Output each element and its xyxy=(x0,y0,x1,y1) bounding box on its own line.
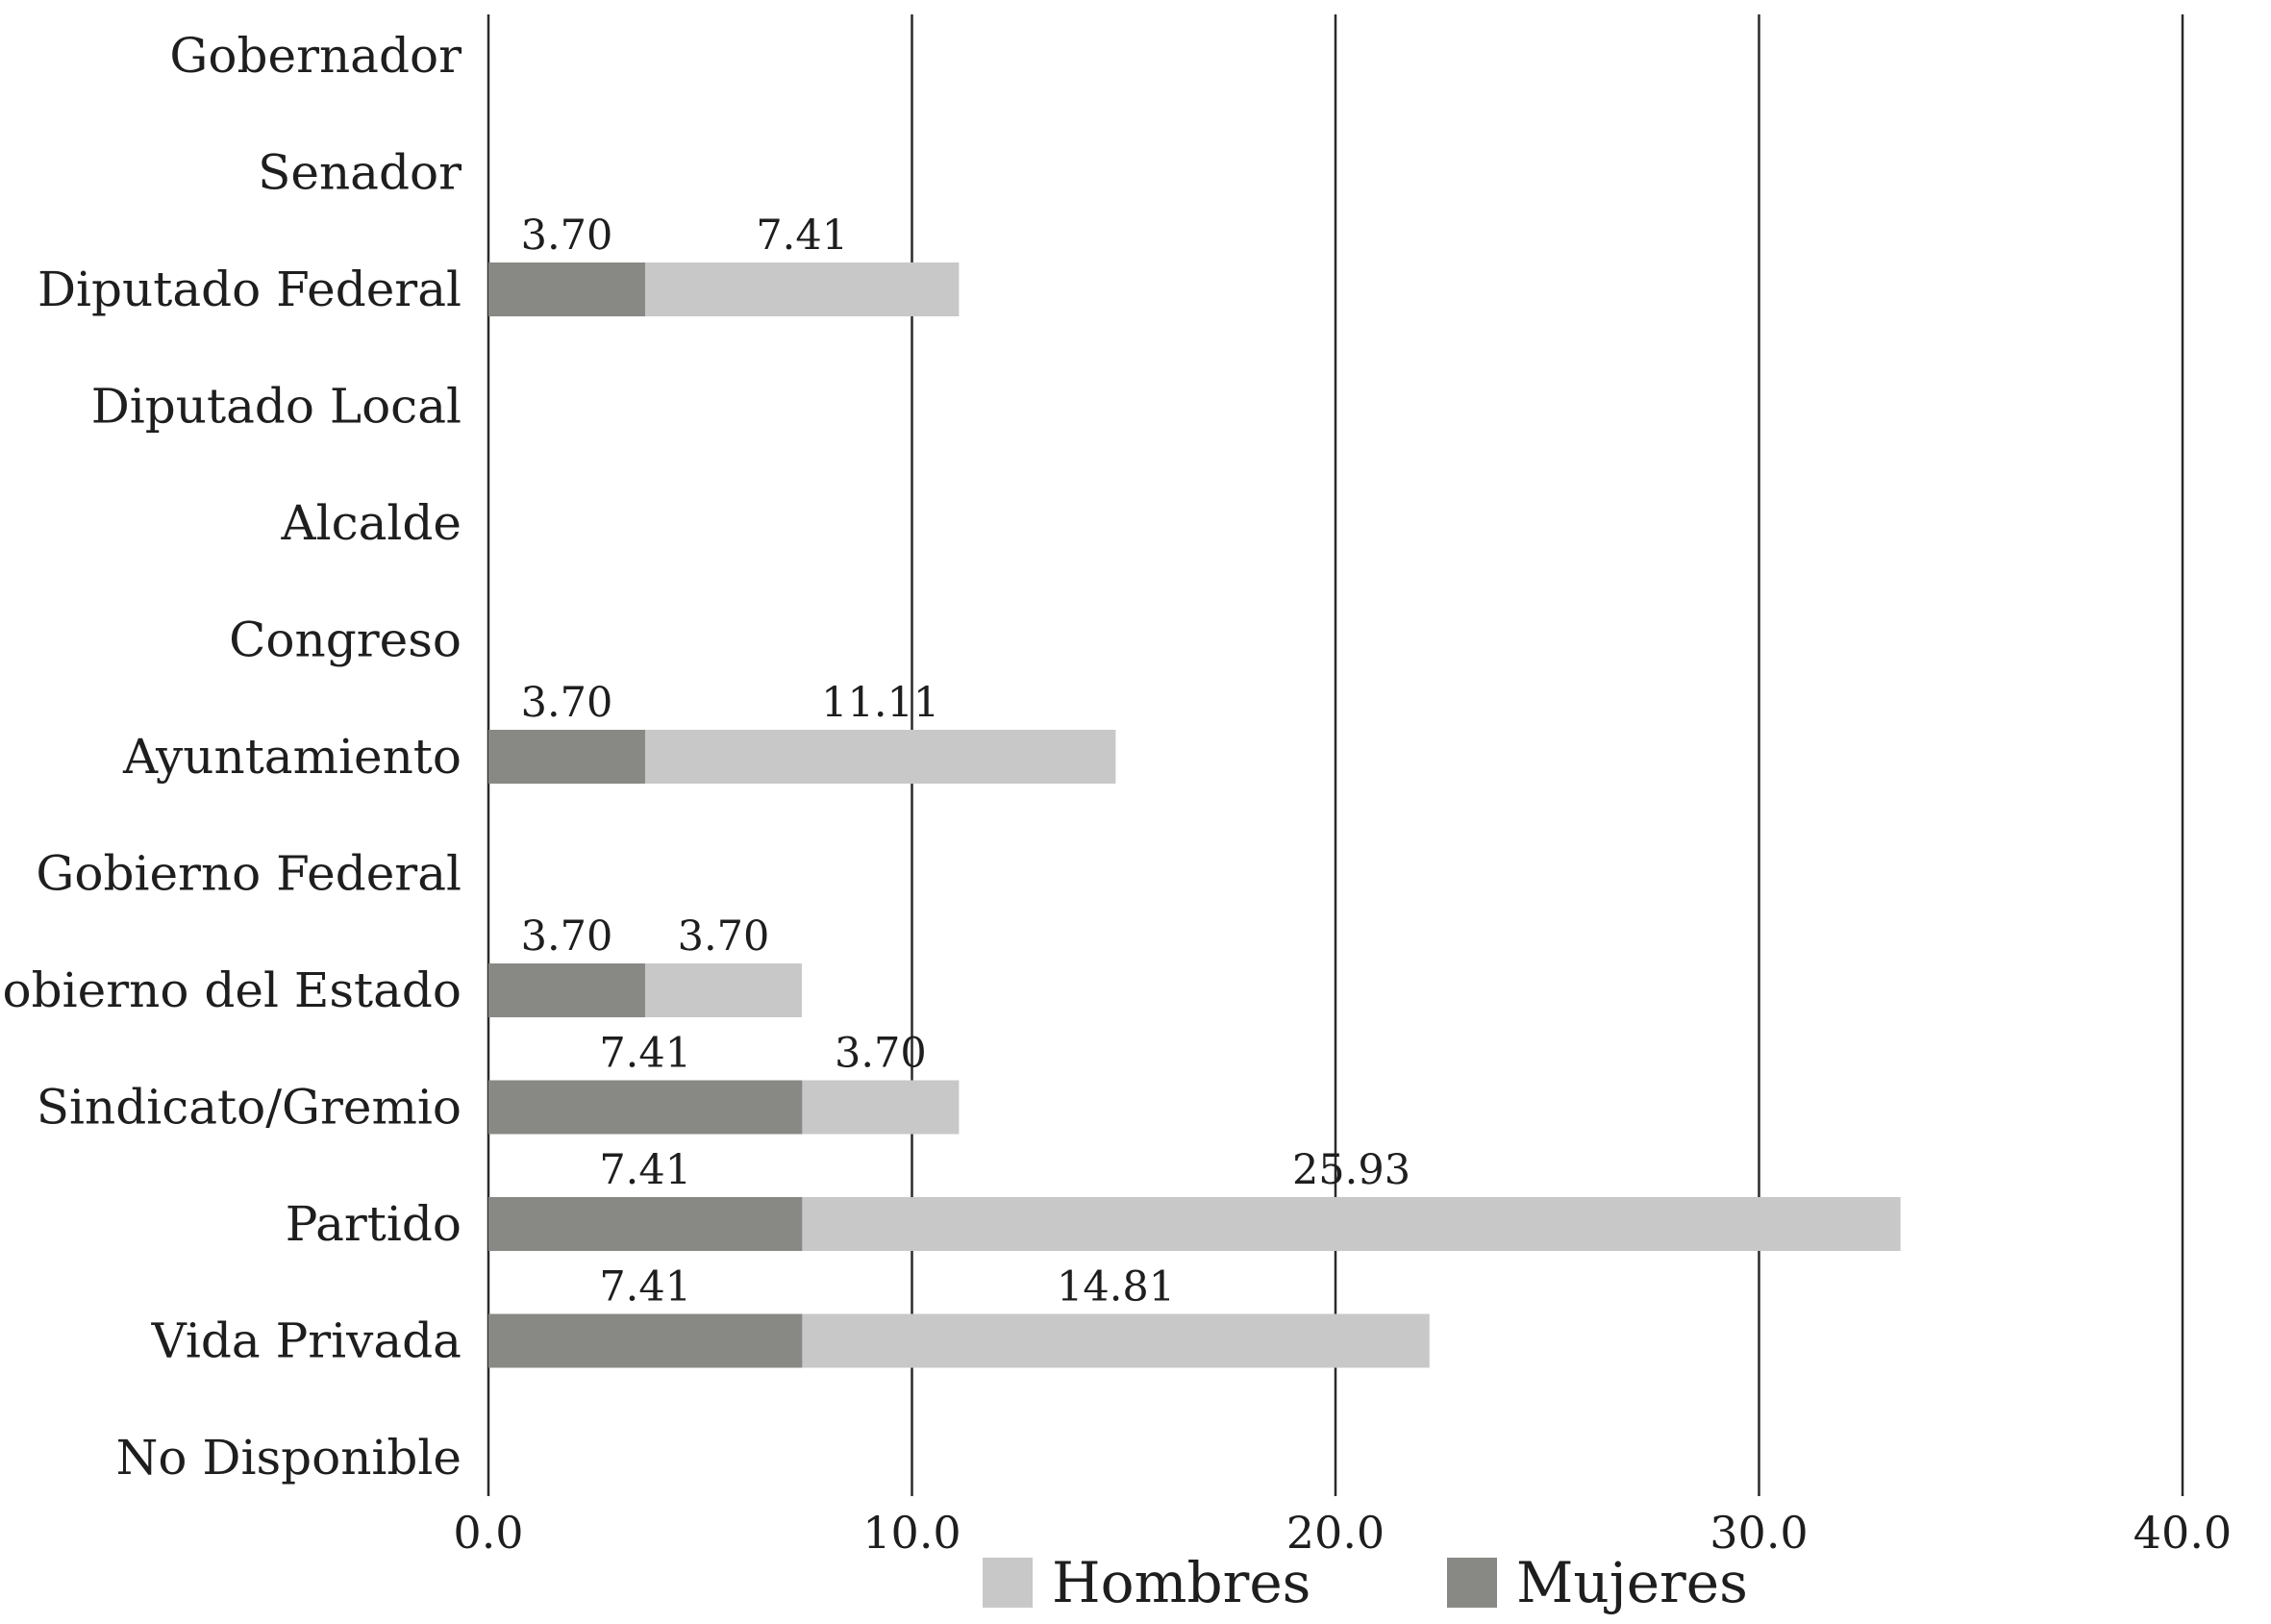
legend-label-hombres: Hombres xyxy=(1052,1550,1310,1615)
bar-mujeres-diputado-federal xyxy=(488,262,645,316)
data-label-mujeres-partido: 7.41 xyxy=(599,1146,691,1194)
data-label-hombres-partido: 25.93 xyxy=(1292,1146,1410,1194)
category-label-partido: Partido xyxy=(286,1196,462,1252)
category-label-vida-privada: Vida Privada xyxy=(151,1313,462,1369)
bar-mujeres-vida-privada xyxy=(488,1313,803,1368)
data-label-mujeres-gobierno-del-estado: 3.70 xyxy=(521,912,613,961)
legend-swatch-hombres xyxy=(983,1558,1033,1608)
category-label-diputado-federal: Diputado Federal xyxy=(37,262,462,317)
bar-mujeres-gobierno-del-estado xyxy=(488,963,645,1017)
category-label-congreso: Congreso xyxy=(229,612,462,668)
data-label-hombres-gobierno-del-estado: 3.70 xyxy=(678,912,770,961)
data-label-hombres-diputado-federal: 7.41 xyxy=(756,212,848,260)
bar-hombres-partido xyxy=(802,1197,1901,1251)
data-label-hombres-ayuntamiento: 11.11 xyxy=(821,679,939,727)
data-label-hombres-sindicato-gremio: 3.70 xyxy=(835,1030,927,1078)
category-label-gobierno-del-estado: Gobierno del Estado xyxy=(0,962,462,1018)
bar-hombres-gobierno-del-estado xyxy=(644,963,802,1017)
data-label-hombres-vida-privada: 14.81 xyxy=(1057,1263,1175,1312)
legend-label-mujeres: Mujeres xyxy=(1516,1550,1748,1615)
bar-hombres-diputado-federal xyxy=(644,262,960,316)
bar-hombres-ayuntamiento xyxy=(644,730,1116,784)
bar-mujeres-partido xyxy=(488,1197,803,1251)
category-label-diputado-local: Diputado Local xyxy=(91,379,462,435)
x-tick-label-20-0: 20.0 xyxy=(1286,1507,1385,1559)
bar-mujeres-ayuntamiento xyxy=(488,730,645,784)
x-tick-label-30-0: 30.0 xyxy=(1709,1507,1808,1559)
category-label-ayuntamiento: Ayuntamiento xyxy=(122,729,462,785)
data-label-mujeres-vida-privada: 7.41 xyxy=(599,1263,691,1312)
category-label-no-disponible: No Disponible xyxy=(116,1430,462,1486)
x-tick-label-0-0: 0.0 xyxy=(453,1507,523,1559)
category-label-sindicato-gremio: Sindicato/Gremio xyxy=(37,1080,462,1136)
data-label-mujeres-sindicato-gremio: 7.41 xyxy=(599,1030,691,1078)
category-label-alcalde: Alcalde xyxy=(281,495,462,551)
data-label-mujeres-ayuntamiento: 3.70 xyxy=(521,679,613,727)
category-label-senador: Senador xyxy=(258,145,462,201)
legend-swatch-mujeres xyxy=(1447,1558,1497,1608)
data-label-mujeres-diputado-federal: 3.70 xyxy=(521,212,613,260)
x-tick-label-10-0: 10.0 xyxy=(862,1507,961,1559)
bar-mujeres-sindicato-gremio xyxy=(488,1080,803,1135)
bar-hombres-vida-privada xyxy=(802,1313,1430,1368)
category-label-gobernador: Gobernador xyxy=(169,28,462,84)
category-label-gobierno-federal: Gobierno Federal xyxy=(36,846,462,902)
bar-hombres-sindicato-gremio xyxy=(802,1080,960,1135)
x-tick-label-40-0: 40.0 xyxy=(2134,1507,2232,1559)
